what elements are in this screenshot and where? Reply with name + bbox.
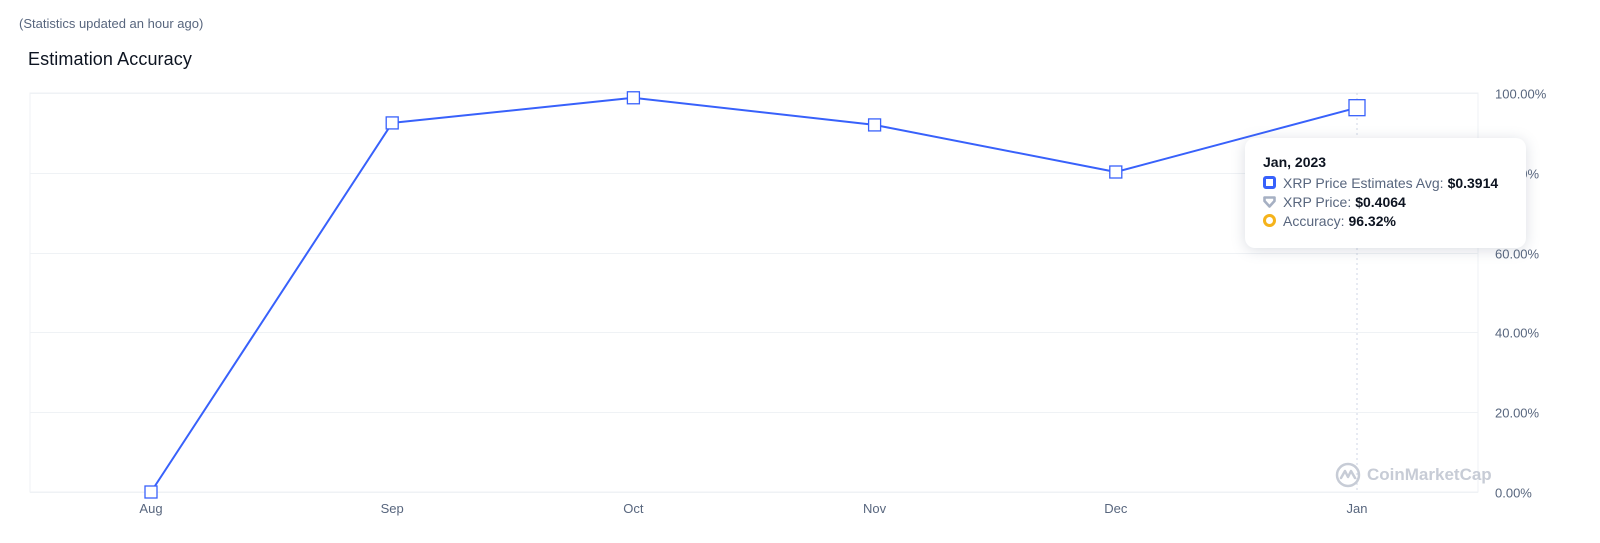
tooltip-value: 96.32%: [1348, 212, 1396, 229]
watermark-text: CoinMarketCap: [1367, 465, 1492, 484]
tooltip-label: XRP Price Estimates Avg:: [1283, 174, 1444, 191]
data-point: [626, 91, 641, 105]
circle-marker-icon: [1263, 214, 1276, 227]
statistics-updated-note: (Statistics updated an hour ago): [19, 16, 204, 31]
x-tick-label: Oct: [623, 501, 644, 516]
shield-marker-icon: [1263, 195, 1276, 208]
watermark: CoinMarketCap: [1335, 462, 1492, 488]
series-line: [150, 96, 1358, 493]
data-point: [867, 118, 882, 132]
chart-title: Estimation Accuracy: [28, 49, 192, 69]
tooltip-value: $0.4064: [1355, 193, 1406, 210]
tooltip-row-estimates: XRP Price Estimates Avg: $0.3914: [1263, 173, 1508, 192]
coinmarketcap-logo-icon: [1335, 462, 1361, 488]
tooltip-date: Jan, 2023: [1263, 154, 1327, 170]
data-point: [1348, 99, 1366, 117]
data-point: [144, 485, 158, 499]
y-tick-label: 40.00%: [1495, 326, 1540, 341]
x-tick-label: Aug: [139, 501, 162, 516]
x-tick-label: Sep: [381, 501, 404, 516]
x-tick-label: Jan: [1347, 501, 1368, 516]
x-tick-label: Dec: [1104, 501, 1128, 516]
tooltip-label: XRP Price:: [1283, 193, 1352, 210]
tooltip-row-price: XRP Price: $0.4064: [1263, 192, 1508, 211]
tooltip-label: Accuracy:: [1283, 212, 1345, 229]
y-tick-label: 100.00%: [1495, 87, 1547, 102]
data-point: [385, 116, 399, 130]
y-tick-label: 60.00%: [1495, 247, 1540, 262]
data-point: [1109, 165, 1123, 179]
chart-tooltip: Jan, 2023 XRP Price Estimates Avg: $0.39…: [1245, 138, 1526, 248]
y-tick-label: 20.00%: [1495, 406, 1540, 421]
x-tick-label: Nov: [863, 501, 887, 516]
tooltip-value: $0.3914: [1447, 174, 1499, 191]
tooltip-row-accuracy: Accuracy: 96.32%: [1263, 211, 1508, 230]
y-tick-label: 0.00%: [1495, 486, 1532, 501]
square-marker-icon: [1263, 176, 1276, 189]
